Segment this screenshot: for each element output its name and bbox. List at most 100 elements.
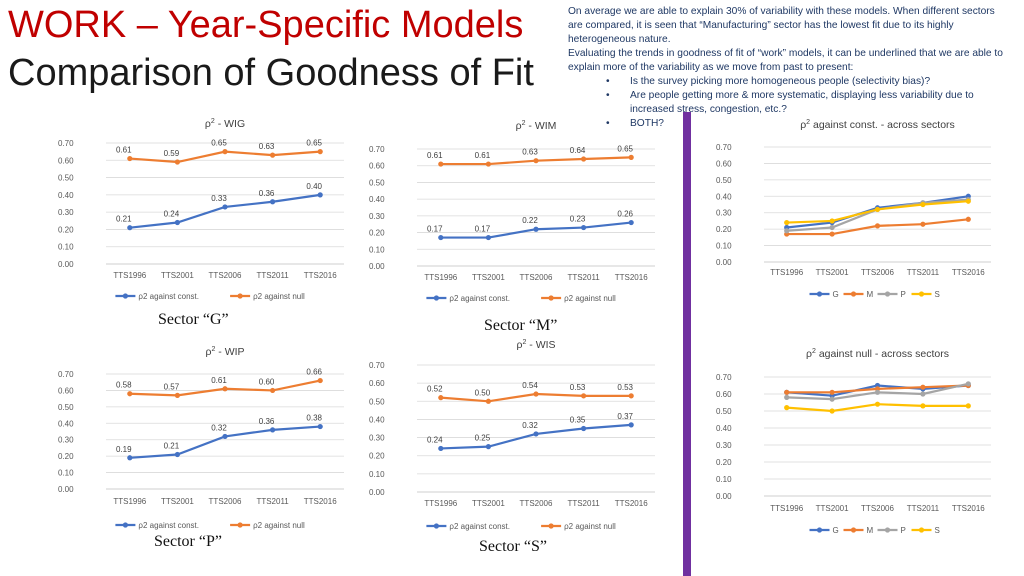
x-tick-label: TTS2006	[861, 268, 894, 277]
y-tick-label: 0.10	[369, 245, 385, 254]
x-tick-label: TTS2016	[952, 504, 985, 513]
y-tick-label: 0.60	[58, 156, 74, 165]
data-point	[784, 394, 790, 400]
data-label: 0.50	[475, 388, 491, 397]
data-point	[438, 161, 444, 167]
y-tick-label: 0.70	[716, 143, 732, 152]
x-tick-label: TTS2006	[861, 504, 894, 513]
data-label: 0.21	[116, 215, 132, 224]
legend-label: M	[867, 526, 874, 535]
y-tick-label: 0.70	[58, 370, 74, 379]
data-label: 0.25	[475, 434, 491, 443]
legend-label: ρ2 against const.	[449, 294, 510, 303]
x-tick-label: TTS1996	[424, 499, 457, 508]
data-point	[222, 149, 228, 155]
slide-title: WORK – Year-Specific Models	[8, 4, 524, 46]
data-label: 0.53	[570, 383, 586, 392]
data-point	[222, 386, 228, 392]
data-label: 0.58	[116, 381, 132, 390]
x-tick-label: TTS2016	[304, 271, 337, 280]
y-tick-label: 0.30	[716, 441, 732, 450]
y-tick-label: 0.00	[369, 488, 385, 497]
data-point	[533, 226, 539, 232]
data-label: 0.65	[211, 139, 227, 148]
y-tick-label: 0.20	[369, 452, 385, 461]
legend-marker	[122, 522, 128, 528]
legend-marker	[237, 293, 243, 299]
y-tick-label: 0.50	[716, 176, 732, 185]
x-tick-label: TTS2006	[520, 273, 553, 282]
data-point	[784, 219, 790, 226]
data-point	[438, 234, 444, 241]
y-tick-label: 0.60	[369, 379, 385, 388]
legend-marker	[548, 295, 554, 301]
y-tick-label: 0.40	[369, 415, 385, 424]
legend-marker	[433, 295, 439, 301]
data-point	[829, 396, 835, 402]
y-tick-label: 0.20	[369, 229, 385, 238]
data-label: 0.54	[522, 381, 538, 390]
data-point	[438, 445, 444, 452]
x-tick-label: TTS2001	[472, 499, 505, 508]
data-label: 0.17	[475, 225, 491, 234]
chart-title: ρ2 - WIS	[516, 339, 555, 351]
legend-marker	[850, 527, 857, 533]
data-label: 0.61	[475, 151, 491, 160]
y-tick-label: 0.10	[716, 475, 732, 484]
x-tick-label: TTS2011	[907, 504, 940, 513]
x-tick-label: TTS1996	[770, 268, 803, 277]
data-point	[874, 223, 881, 229]
y-tick-label: 0.00	[716, 492, 732, 501]
data-point	[485, 398, 491, 404]
data-point	[127, 391, 133, 397]
y-tick-label: 0.40	[58, 191, 74, 200]
data-point	[874, 389, 881, 395]
data-point	[581, 425, 587, 432]
data-label: 0.21	[164, 442, 180, 451]
notes-bullet: Is the survey picking more homogeneous p…	[568, 75, 1008, 89]
legend-label: ρ2 against const.	[449, 522, 510, 531]
x-tick-label: TTS2011	[256, 497, 289, 506]
data-label: 0.65	[617, 144, 633, 153]
y-tick-label: 0.00	[369, 262, 385, 271]
legend-marker	[884, 291, 891, 297]
data-label: 0.63	[259, 142, 275, 151]
legend-marker	[433, 523, 439, 529]
data-label: 0.37	[617, 412, 633, 421]
y-tick-label: 0.60	[369, 162, 385, 171]
data-point	[920, 391, 926, 397]
data-point	[270, 199, 276, 205]
x-tick-label: TTS2016	[615, 499, 648, 508]
notes-bullet: Are people getting more & more systemati…	[568, 89, 1008, 117]
data-label: 0.61	[427, 151, 443, 160]
y-tick-label: 0.20	[58, 225, 74, 234]
data-point	[533, 391, 539, 397]
data-point	[317, 149, 323, 155]
data-point	[127, 155, 133, 162]
slide-subtitle: Comparison of Goodness of Fit	[8, 52, 534, 94]
legend-marker	[122, 293, 128, 299]
x-tick-label: TTS2001	[161, 497, 194, 506]
legend-marker	[884, 527, 891, 533]
x-tick-label: TTS2001	[816, 504, 849, 513]
data-point	[628, 219, 634, 226]
data-point	[174, 451, 180, 458]
y-tick-label: 0.70	[369, 145, 385, 154]
legend-label: ρ2 against null	[253, 521, 305, 530]
data-point	[222, 204, 228, 210]
legend-marker	[237, 522, 243, 528]
data-point	[829, 218, 835, 224]
y-tick-label: 0.30	[58, 436, 74, 445]
x-tick-label: TTS2001	[816, 268, 849, 277]
data-label: 0.24	[164, 210, 180, 219]
y-tick-label: 0.30	[716, 209, 732, 218]
x-tick-label: TTS2006	[209, 271, 242, 280]
data-label: 0.26	[617, 210, 633, 219]
y-tick-label: 0.50	[58, 403, 74, 412]
data-label: 0.33	[211, 194, 227, 203]
data-label: 0.36	[259, 189, 275, 198]
y-tick-label: 0.20	[716, 225, 732, 234]
data-point	[317, 423, 323, 430]
y-tick-label: 0.40	[716, 424, 732, 433]
y-tick-label: 0.40	[369, 195, 385, 204]
